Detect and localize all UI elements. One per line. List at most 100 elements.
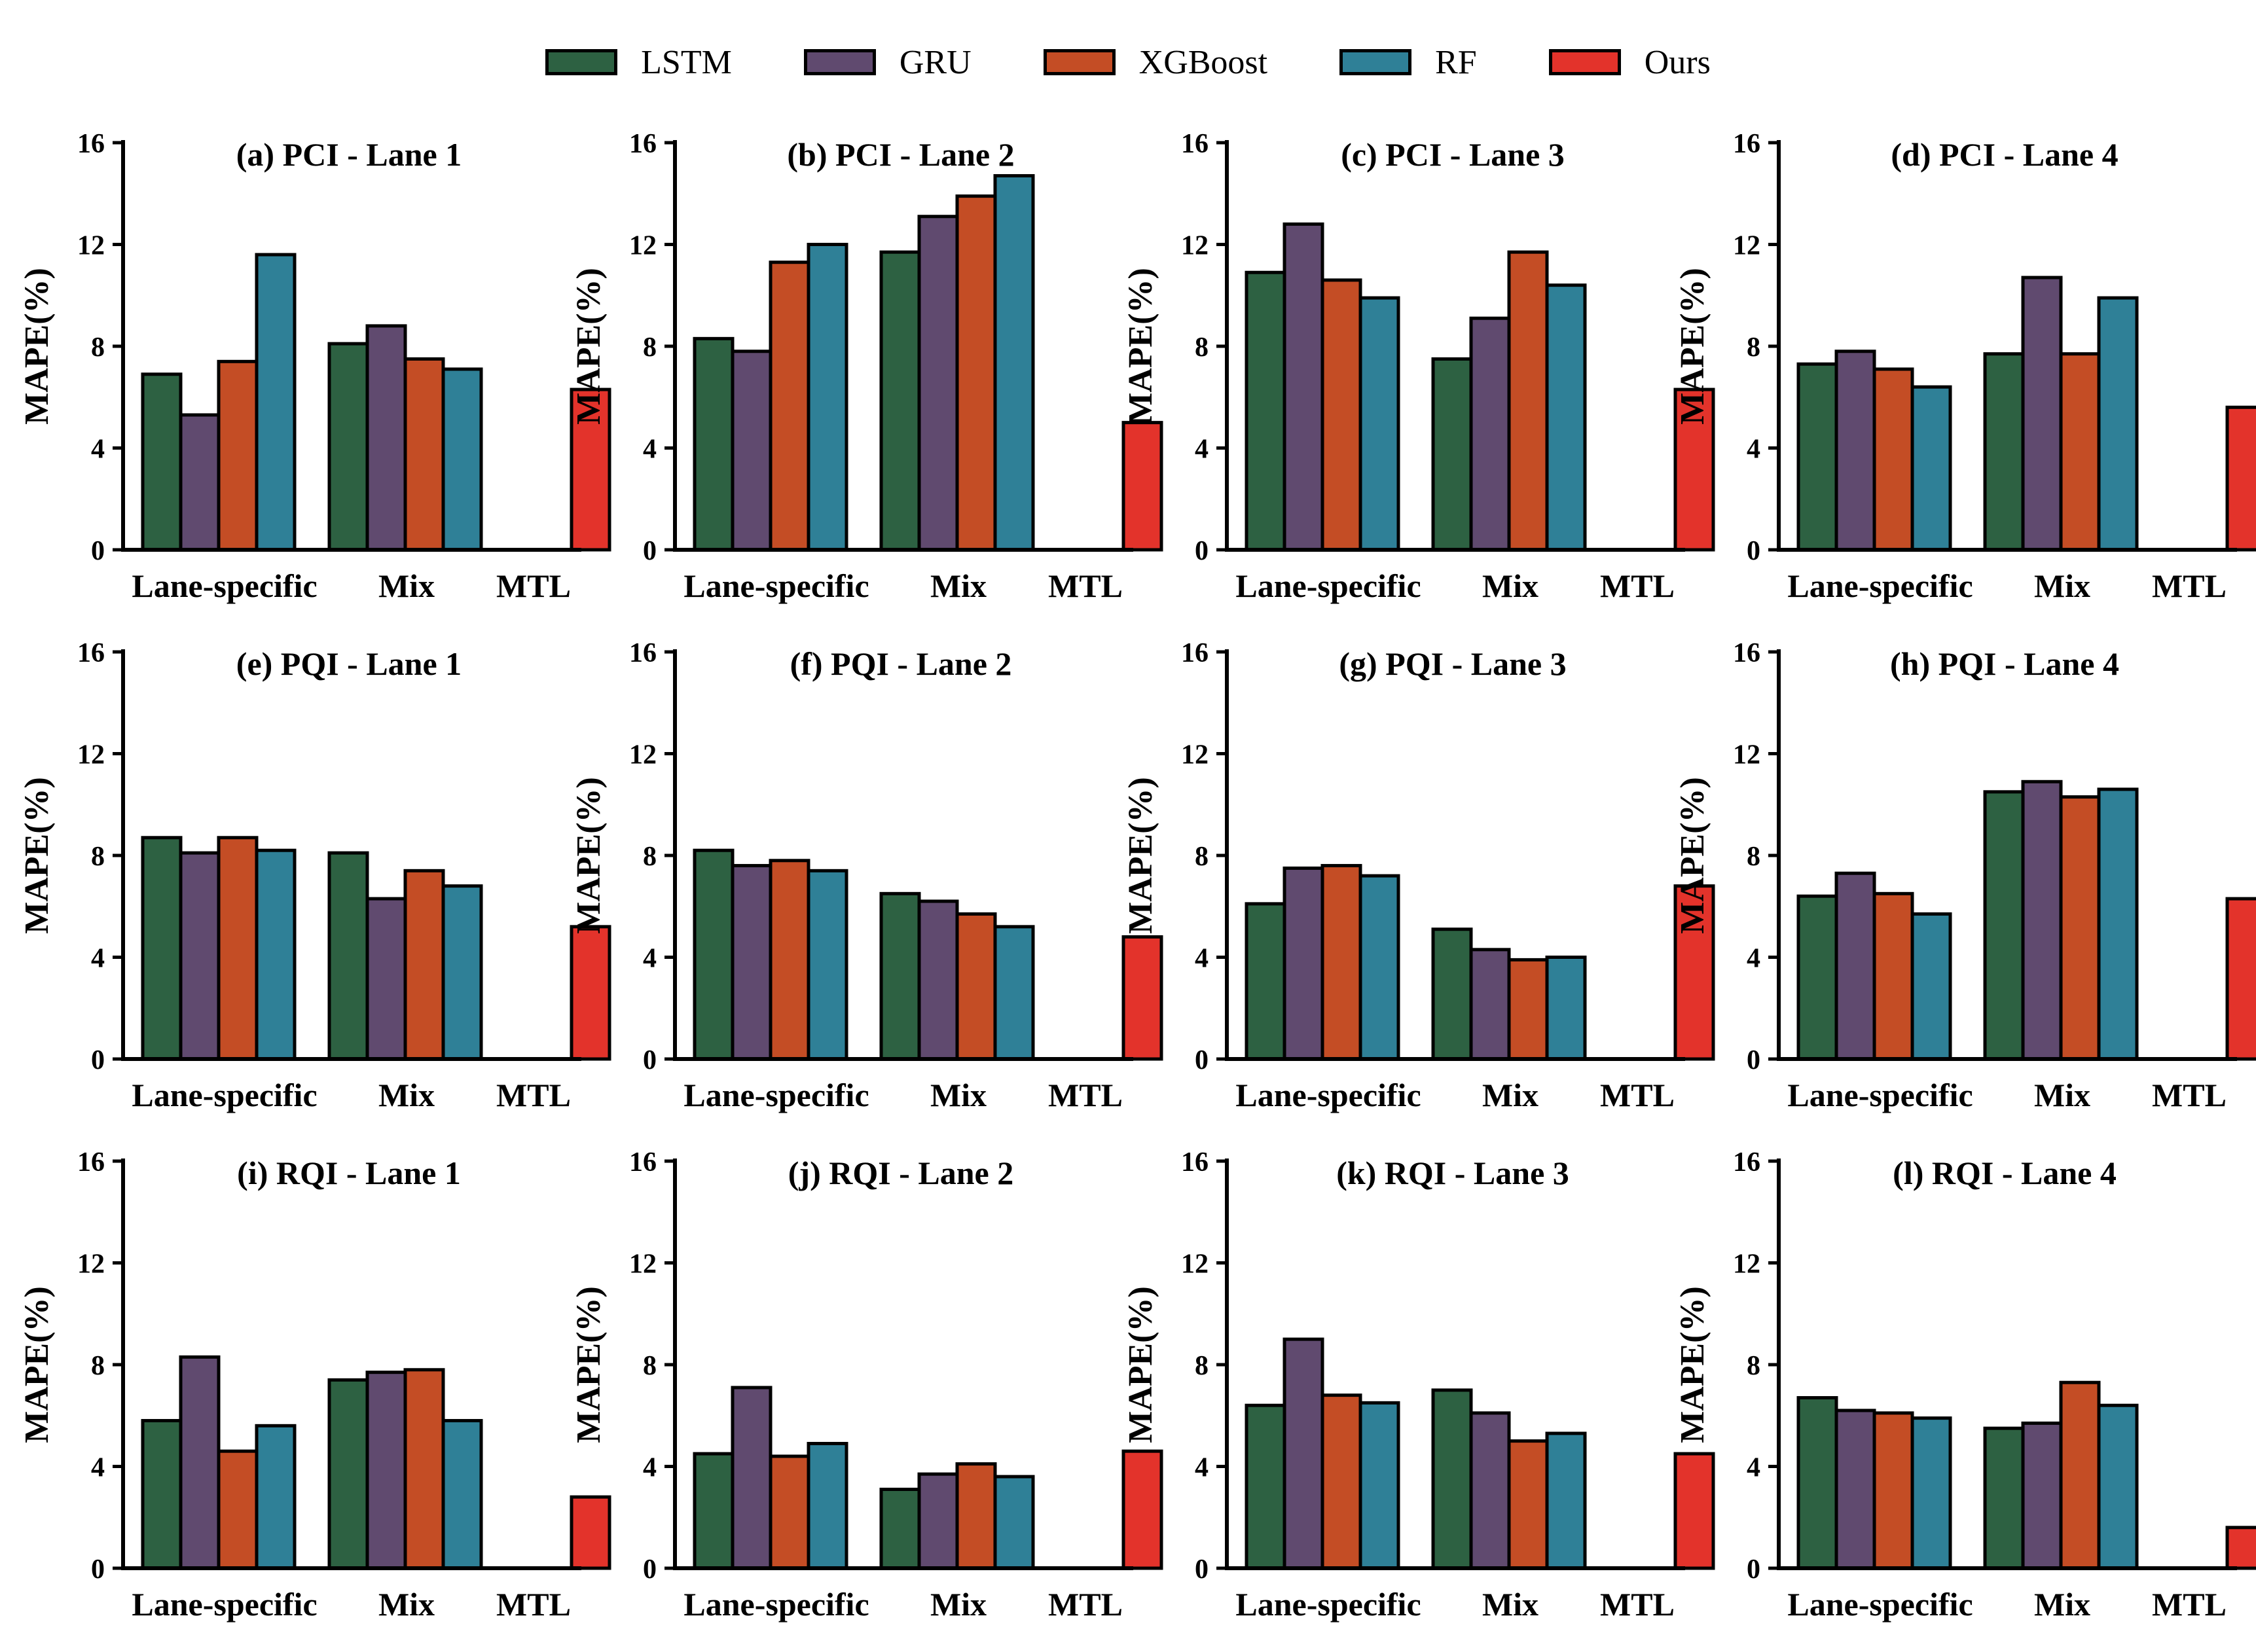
x-tick-label-mtl: MTL <box>2152 1077 2227 1113</box>
panel-title: (g) PQI - Lane 3 <box>1339 645 1566 682</box>
bar-lstm-mix <box>327 342 369 552</box>
panel-title: (h) PQI - Lane 4 <box>1890 645 2119 682</box>
x-tick-label-mix: Mix <box>1482 1586 1538 1623</box>
panel-4: 0 4 8 12 16 Lane-specific Mix MTL (d) PCI - Lane… <box>1674 129 2256 604</box>
bar-gru-mix <box>2021 1421 2063 1570</box>
bar-lstm-mix <box>1983 1426 2025 1570</box>
bar-rf-lane-specific <box>807 1442 848 1570</box>
panel-1: 0 4 8 12 16 Lane-specific Mix MTL (a) PCI - Lane… <box>18 129 611 604</box>
bar-lstm-mix <box>1431 357 1473 552</box>
panel-6: 0 4 8 12 16 Lane-specific Mix MTL (f) PQI - Lane… <box>570 638 1163 1113</box>
bar-xgboost-mix <box>403 1368 445 1570</box>
bar-gru-lane-specific <box>179 413 221 552</box>
y-axis-label: MAPE(%) <box>1122 1286 1159 1443</box>
bar-xgboost-mix <box>2059 1380 2101 1570</box>
bar-ours-mtl <box>1673 884 1715 1061</box>
bar-lstm-lane-specific <box>141 1419 183 1570</box>
bar-lstm-lane-specific <box>1245 1403 1286 1570</box>
y-tick-label: 16 <box>1733 638 1760 668</box>
bar-lstm-mix <box>879 891 921 1061</box>
x-tick-label-mix: Mix <box>1482 567 1538 604</box>
y-tick-label: 12 <box>77 231 105 261</box>
bar-xgboost-mix <box>955 1462 997 1570</box>
x-tick-label-mtl: MTL <box>1048 567 1123 604</box>
panel-title: (f) PQI - Lane 2 <box>790 645 1012 682</box>
bar-xgboost-lane-specific <box>1872 1411 1914 1570</box>
legend-swatch-ours <box>1548 49 1621 75</box>
bar-rf-mix <box>1545 283 1587 552</box>
x-tick-label-mtl: MTL <box>496 567 571 604</box>
y-tick-label: 8 <box>1195 1351 1209 1381</box>
y-tick-label: 4 <box>1747 944 1760 974</box>
y-tick-label: 0 <box>91 1045 105 1075</box>
bar-lstm-lane-specific <box>1796 362 1838 552</box>
bar-ours-mtl <box>1121 935 1163 1061</box>
y-axis-label: MAPE(%) <box>18 1286 56 1443</box>
y-tick-label: 8 <box>1747 1351 1760 1381</box>
legend-item-rf: RF <box>1339 43 1477 82</box>
bar-rf-lane-specific <box>807 243 848 552</box>
y-tick-label: 8 <box>1195 842 1209 872</box>
x-tick-label-lane-specific: Lane-specific <box>683 1077 869 1113</box>
bar-rf-lane-specific <box>1358 1401 1400 1570</box>
bar-xgboost-lane-specific <box>1320 1393 1362 1570</box>
legend-label-ours: Ours <box>1644 43 1711 81</box>
bar-gru-lane-specific <box>1834 871 1876 1061</box>
bar-rf-lane-specific <box>1910 1416 1952 1570</box>
y-axis-label: MAPE(%) <box>570 777 608 934</box>
y-tick-label: 12 <box>629 740 657 770</box>
bar-lstm-mix <box>327 1378 369 1570</box>
x-tick-label-mtl: MTL <box>2152 1586 2227 1623</box>
y-tick-label: 4 <box>1747 1453 1760 1483</box>
y-tick-label: 16 <box>1181 1147 1209 1177</box>
bar-lstm-lane-specific <box>1245 902 1286 1061</box>
bar-xgboost-lane-specific <box>217 359 259 552</box>
x-tick-label-mtl: MTL <box>2152 567 2227 604</box>
bar-rf-mix <box>1545 1431 1587 1570</box>
y-axis-label: MAPE(%) <box>18 268 56 425</box>
y-tick-label: 4 <box>1747 435 1760 465</box>
x-tick-label-lane-specific: Lane-specific <box>1235 1077 1421 1113</box>
panel-5: 0 4 8 12 16 Lane-specific Mix MTL (e) PQI - Lane… <box>18 638 611 1113</box>
y-tick-label: 16 <box>1181 129 1209 159</box>
bar-lstm-mix <box>879 1487 921 1570</box>
bar-rf-lane-specific <box>255 253 297 552</box>
x-tick-label-lane-specific: Lane-specific <box>1787 1586 1973 1623</box>
x-tick-label-lane-specific: Lane-specific <box>1787 1077 1973 1113</box>
x-tick-label-mix: Mix <box>2034 1586 2090 1623</box>
bar-gru-lane-specific <box>179 851 221 1061</box>
y-tick-label: 0 <box>1195 1045 1209 1075</box>
y-tick-label: 4 <box>643 1453 657 1483</box>
bar-xgboost-mix <box>403 869 445 1061</box>
x-tick-label-mtl: MTL <box>1048 1077 1123 1113</box>
bar-ours-mtl <box>2225 1526 2256 1570</box>
y-tick-label: 4 <box>1195 1453 1209 1483</box>
y-tick-label: 8 <box>91 332 105 363</box>
y-tick-label: 4 <box>91 1453 105 1483</box>
y-axis-label: MAPE(%) <box>1122 268 1159 425</box>
bar-gru-mix <box>1469 1411 1511 1570</box>
bar-rf-lane-specific <box>255 848 297 1061</box>
y-tick-label: 12 <box>1733 231 1760 261</box>
bar-xgboost-mix <box>403 357 445 552</box>
x-tick-label-lane-specific: Lane-specific <box>132 567 317 604</box>
y-tick-label: 16 <box>1733 1147 1760 1177</box>
bar-lstm-lane-specific <box>1796 1396 1838 1570</box>
bar-gru-lane-specific <box>1283 866 1324 1061</box>
bar-ours-mtl <box>570 387 611 552</box>
x-tick-label-lane-specific: Lane-specific <box>132 1586 317 1623</box>
bar-lstm-lane-specific <box>141 372 183 552</box>
bar-xgboost-mix <box>1507 1439 1549 1570</box>
bar-gru-lane-specific <box>731 1386 773 1570</box>
bar-gru-mix <box>917 1472 959 1570</box>
bar-ours-mtl <box>1673 387 1715 552</box>
bar-gru-lane-specific <box>1834 1409 1876 1570</box>
y-tick-label: 16 <box>1181 638 1209 668</box>
x-tick-label-mtl: MTL <box>1600 1586 1675 1623</box>
x-tick-label-lane-specific: Lane-specific <box>132 1077 317 1113</box>
bar-rf-mix <box>441 1419 483 1570</box>
x-tick-label-lane-specific: Lane-specific <box>683 1586 869 1623</box>
legend-item-xgboost: XGBoost <box>1043 43 1267 82</box>
bar-lstm-lane-specific <box>1245 270 1286 552</box>
